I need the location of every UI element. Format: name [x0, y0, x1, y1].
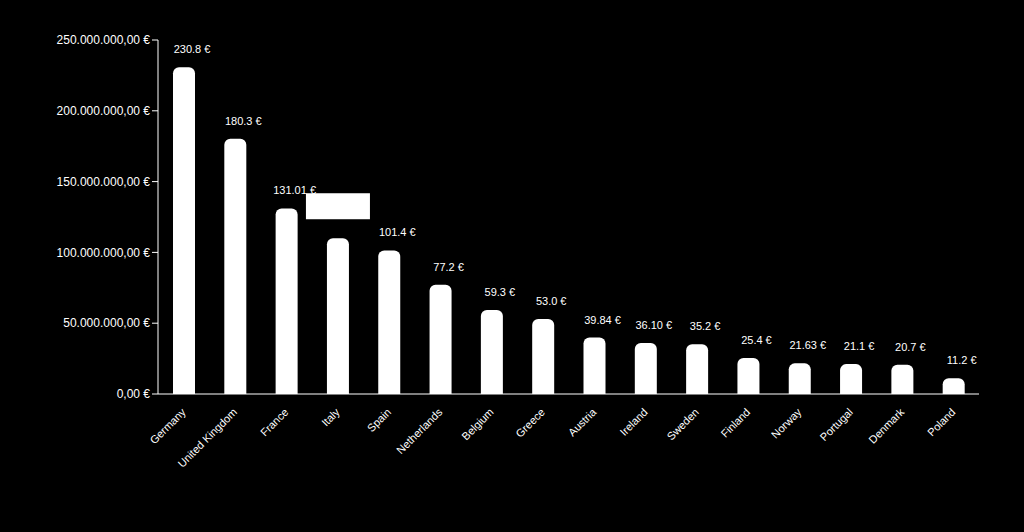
svg-text:Norway: Norway [769, 405, 804, 440]
svg-text:35.2 €: 35.2 € [690, 320, 721, 332]
svg-text:250.000.000,00 €: 250.000.000,00 € [57, 33, 151, 47]
svg-text:59.3 €: 59.3 € [485, 286, 516, 298]
svg-text:21.1 €: 21.1 € [844, 340, 875, 352]
svg-text:Portugal: Portugal [817, 406, 854, 443]
svg-text:131.01 €: 131.01 € [273, 184, 316, 197]
svg-text:20.7 €: 20.7 € [895, 341, 926, 353]
svg-text:230.8 €: 230.8 € [174, 43, 211, 55]
svg-text:77.2 €: 77.2 € [433, 261, 464, 273]
svg-text:Sweden: Sweden [664, 406, 701, 443]
svg-text:Denmark: Denmark [866, 405, 906, 445]
svg-text:25.4 €: 25.4 € [741, 334, 772, 346]
svg-text:Finland: Finland [718, 406, 752, 440]
svg-text:Poland: Poland [925, 406, 958, 439]
svg-text:100.000.000,00 €: 100.000.000,00 € [57, 246, 151, 260]
svg-text:50.000.000,00 €: 50.000.000,00 € [63, 316, 150, 330]
svg-text:Italy: Italy [319, 405, 342, 428]
svg-text:21.63 €: 21.63 € [789, 339, 826, 351]
svg-text:France: France [258, 406, 291, 439]
svg-text:Greece: Greece [513, 406, 547, 440]
svg-text:Germany: Germany [147, 405, 188, 446]
svg-text:53.0 €: 53.0 € [536, 295, 567, 307]
svg-text:101.4 €: 101.4 € [379, 226, 416, 238]
svg-text:Belgium: Belgium [459, 406, 496, 443]
svg-text:200.000.000,00 €: 200.000.000,00 € [57, 104, 151, 118]
svg-text:39.84 €: 39.84 € [584, 314, 621, 326]
svg-text:0,00 €: 0,00 € [117, 387, 151, 401]
svg-text:Ireland: Ireland [617, 406, 649, 438]
svg-text:United Kingdom: United Kingdom [175, 406, 239, 470]
svg-text:180.3 €: 180.3 € [225, 115, 262, 127]
svg-text:Austria: Austria [566, 405, 599, 438]
svg-text:Netherlands: Netherlands [394, 405, 445, 456]
svg-text:11.2 €: 11.2 € [947, 354, 977, 366]
svg-text:150.000.000,00 €: 150.000.000,00 € [57, 175, 151, 189]
svg-text:36.10 €: 36.10 € [635, 319, 672, 331]
svg-text:Spain: Spain [365, 406, 393, 434]
